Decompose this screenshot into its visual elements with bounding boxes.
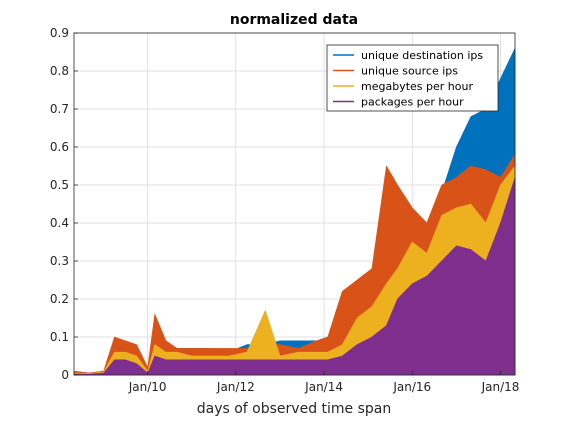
y-tick-label: 0 [61, 368, 69, 382]
chart-title: normalized data [230, 12, 358, 28]
legend-label-megabytes-per-hour: megabytes per hour [361, 80, 473, 93]
y-tick-label: 0.9 [50, 26, 69, 40]
y-tick-label: 0.4 [50, 216, 69, 230]
legend-label-packages-per-hour: packages per hour [361, 96, 464, 109]
series-areas [73, 47, 516, 376]
x-tick-label: Jan/12 [216, 380, 255, 394]
plot-frame [73, 32, 516, 376]
area-packages-per-hour [73, 177, 516, 376]
y-tick-label: 0.2 [50, 292, 69, 306]
x-tick-label: Jan/14 [304, 380, 343, 394]
axis-ticks: 0 0.1 0.2 0.3 0.4 0.5 0.6 0.7 0.8 0.9 Jan/10 Jan/12… [50, 26, 520, 394]
x-tick-label: Jan/16 [392, 380, 431, 394]
y-tick-label: 0.8 [50, 64, 69, 78]
y-tick-label: 0.5 [50, 178, 69, 192]
x-axis-title: days of observed time span [197, 401, 392, 417]
y-tick-label: 0.6 [50, 140, 69, 154]
y-tick-label: 0.1 [50, 330, 69, 344]
x-tick-label: Jan/10 [128, 380, 167, 394]
legend-label-unique-destination-ips: unique destination ips [361, 49, 483, 62]
legend-label-unique-source-ips: unique source ips [361, 65, 458, 78]
y-tick-label: 0.7 [50, 102, 69, 116]
legend-box [326, 44, 499, 112]
x-tick-label: Jan/18 [481, 380, 520, 394]
y-tick-label: 0.3 [50, 254, 69, 268]
legend: unique destination ips unique source ips m… [326, 44, 499, 112]
